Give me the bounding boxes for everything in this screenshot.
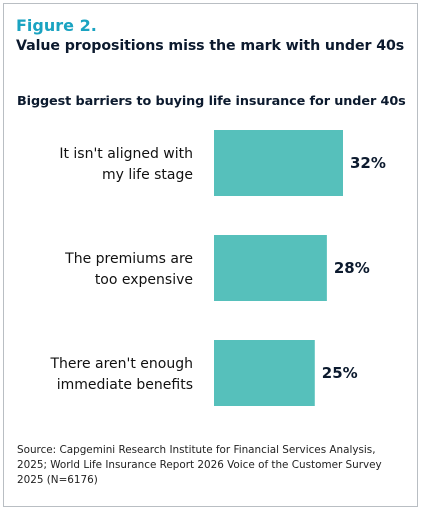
bar-2: [214, 235, 327, 301]
value-label-2: 28%: [334, 259, 370, 277]
category-label-1: It isn't aligned with my life stage: [59, 146, 193, 183]
value-label-3: 25%: [322, 364, 358, 382]
figure-label: Figure 2.: [16, 16, 97, 35]
source-note: Source: Capgemini Research Institute for…: [17, 444, 382, 486]
chart-title: Biggest barriers to buying life insuranc…: [17, 94, 406, 109]
figure-frame: [3, 3, 418, 507]
bar-3: [214, 340, 315, 406]
category-label-3: There aren't enough immediate benefits: [49, 356, 193, 393]
bar-1: [214, 130, 343, 196]
category-label-2: The premiums are too expensive: [64, 251, 193, 288]
value-label-1: 32%: [350, 154, 386, 172]
figure-title: Value propositions miss the mark with un…: [16, 38, 405, 54]
